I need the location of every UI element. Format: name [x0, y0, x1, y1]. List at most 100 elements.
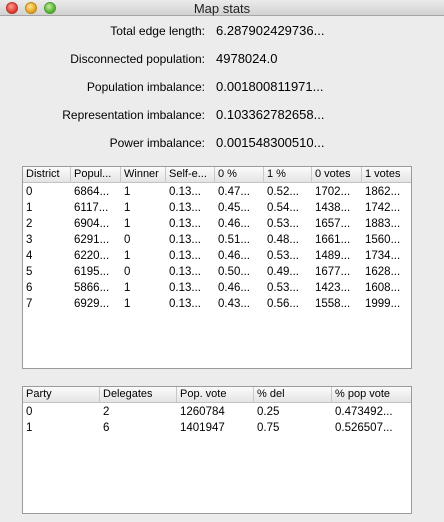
- table-cell: 4: [26, 250, 33, 262]
- title-bar[interactable]: Map stats: [0, 0, 444, 16]
- table-cell: 0.50...: [218, 266, 250, 278]
- table-cell: 0: [124, 266, 131, 278]
- table-row[interactable]: 6 5866... 1 0.13... 0.46... 0.53... 1423... 160…: [23, 280, 411, 296]
- table-row[interactable]: 5 6195... 0 0.13... 0.50... 0.49... 1677... 162…: [23, 264, 411, 280]
- table-cell: 1489...: [315, 250, 351, 262]
- table-cell: 0.45...: [218, 202, 250, 214]
- stat-total-edge-length: Total edge length: 6.287902429736...: [0, 19, 444, 47]
- table-row[interactable]: 3 6291... 0 0.13... 0.51... 0.48... 1661... 156…: [23, 232, 411, 248]
- table-row[interactable]: 0 2 1260784 0.25 0.473492...: [23, 404, 411, 420]
- table-cell: 0.48...: [267, 234, 299, 246]
- district-table[interactable]: District Popul... Winner Self-e... 0 % 1…: [22, 166, 412, 369]
- stat-label: Disconnected population:: [70, 52, 205, 66]
- table-cell: 2: [26, 218, 33, 230]
- table-cell: 6117...: [74, 202, 109, 214]
- table-cell: 0.46...: [218, 218, 250, 230]
- table-row[interactable]: 1 6117... 1 0.13... 0.45... 0.54... 1438... 174…: [23, 200, 411, 216]
- column-header-district[interactable]: District: [23, 167, 71, 183]
- table-cell: 0.49...: [267, 266, 299, 278]
- table-cell: 0.13...: [169, 186, 201, 198]
- table-cell: 1: [124, 186, 131, 198]
- district-table-header: District Popul... Winner Self-e... 0 % 1…: [23, 167, 411, 183]
- table-cell: 6291...: [74, 234, 110, 246]
- column-header-party1-pct[interactable]: 1 %: [264, 167, 312, 183]
- stat-representation-imbalance: Representation imbalance: 0.103362782658…: [0, 103, 444, 131]
- table-cell: 1734...: [365, 250, 401, 262]
- column-header-pop-vote[interactable]: Pop. vote: [177, 387, 254, 403]
- column-header-pct-pop-vote[interactable]: % pop vote: [335, 388, 391, 400]
- table-cell: 0.52...: [267, 186, 299, 198]
- table-cell: 6904...: [74, 218, 110, 230]
- table-row[interactable]: 7 6929... 1 0.13... 0.43... 0.56... 1558... 199…: [23, 296, 411, 312]
- table-cell: 0: [124, 234, 131, 246]
- column-header-delegates[interactable]: Delegates: [100, 387, 177, 403]
- stat-value: 0.001548300510...: [216, 135, 325, 150]
- zoom-window-button[interactable]: [44, 2, 56, 14]
- table-cell: 2: [103, 406, 110, 418]
- table-cell: 0: [26, 186, 33, 198]
- table-cell: 0.51...: [218, 234, 250, 246]
- table-cell: 0.54...: [267, 202, 299, 214]
- table-cell: 1: [26, 422, 33, 434]
- table-cell: 6195...: [74, 266, 110, 278]
- column-header-party1-votes[interactable]: 1 votes: [365, 168, 401, 180]
- party-table[interactable]: Party Delegates Pop. vote % del % pop vo…: [22, 386, 412, 514]
- table-cell: 1862...: [365, 186, 401, 198]
- column-header-winner[interactable]: Winner: [121, 167, 166, 183]
- stat-label: Representation imbalance:: [62, 108, 205, 122]
- stat-value: 0.103362782658...: [216, 107, 325, 122]
- table-cell: 1608...: [365, 282, 401, 294]
- table-cell: 1999...: [365, 298, 401, 310]
- column-header-party0-pct[interactable]: 0 %: [215, 167, 264, 183]
- table-cell: 1677...: [315, 266, 351, 278]
- stat-label: Power imbalance:: [109, 136, 205, 150]
- table-cell: 1702...: [315, 186, 351, 198]
- table-cell: 0: [26, 406, 33, 418]
- stat-disconnected-population: Disconnected population: 4978024.0: [0, 47, 444, 75]
- table-cell: 1742...: [365, 202, 401, 214]
- table-cell: 0.13...: [169, 298, 201, 310]
- table-row[interactable]: 2 6904... 1 0.13... 0.46... 0.53... 1657... 188…: [23, 216, 411, 232]
- stat-value: 0.001800811971...: [216, 79, 324, 94]
- table-cell: 0.46...: [218, 282, 250, 294]
- table-cell: 1401947: [180, 422, 225, 434]
- table-cell: 1: [124, 298, 131, 310]
- table-cell: 1: [26, 202, 33, 214]
- column-header-pct-del[interactable]: % del: [254, 387, 332, 403]
- table-cell: 0.25: [257, 406, 280, 418]
- column-header-population[interactable]: Popul...: [71, 167, 121, 183]
- minimize-window-button[interactable]: [25, 2, 37, 14]
- table-cell: 0.46...: [218, 250, 250, 262]
- party-table-header: Party Delegates Pop. vote % del % pop vo…: [23, 387, 411, 403]
- column-header-party[interactable]: Party: [23, 387, 100, 403]
- table-cell: 1661...: [315, 234, 351, 246]
- table-cell: 1438...: [315, 202, 351, 214]
- stat-population-imbalance: Population imbalance: 0.001800811971...: [0, 75, 444, 103]
- table-cell: 0.526507...: [335, 422, 393, 434]
- table-cell: 0.13...: [169, 266, 201, 278]
- table-cell: 1883...: [365, 218, 401, 230]
- table-cell: 1423...: [315, 282, 351, 294]
- table-cell: 6: [26, 282, 33, 294]
- table-cell: 0.13...: [169, 202, 201, 214]
- table-cell: 7: [26, 298, 33, 310]
- table-cell: 1628...: [365, 266, 401, 278]
- table-cell: 1: [124, 282, 131, 294]
- stat-label: Population imbalance:: [86, 80, 205, 94]
- stat-value: 6.287902429736...: [216, 23, 325, 38]
- table-cell: 1: [124, 202, 131, 214]
- column-header-party0-votes[interactable]: 0 votes: [312, 167, 362, 183]
- table-cell: 1657...: [315, 218, 351, 230]
- table-cell: 6220...: [74, 250, 110, 262]
- table-cell: 0.13...: [169, 282, 201, 294]
- window-title: Map stats: [193, 1, 251, 16]
- table-row[interactable]: 4 6220... 1 0.13... 0.46... 0.53... 1489... 173…: [23, 248, 411, 264]
- table-cell: 0.75: [257, 422, 280, 434]
- table-row[interactable]: 1 6 1401947 0.75 0.526507...: [23, 420, 411, 436]
- table-row[interactable]: 0 6864... 1 0.13... 0.47... 0.52... 1702... 186…: [23, 184, 411, 200]
- column-header-self-entropy[interactable]: Self-e...: [166, 167, 215, 183]
- table-cell: 0.43...: [218, 298, 250, 310]
- table-cell: 6: [103, 422, 110, 434]
- table-cell: 0.13...: [169, 218, 201, 230]
- close-window-button[interactable]: [6, 2, 18, 14]
